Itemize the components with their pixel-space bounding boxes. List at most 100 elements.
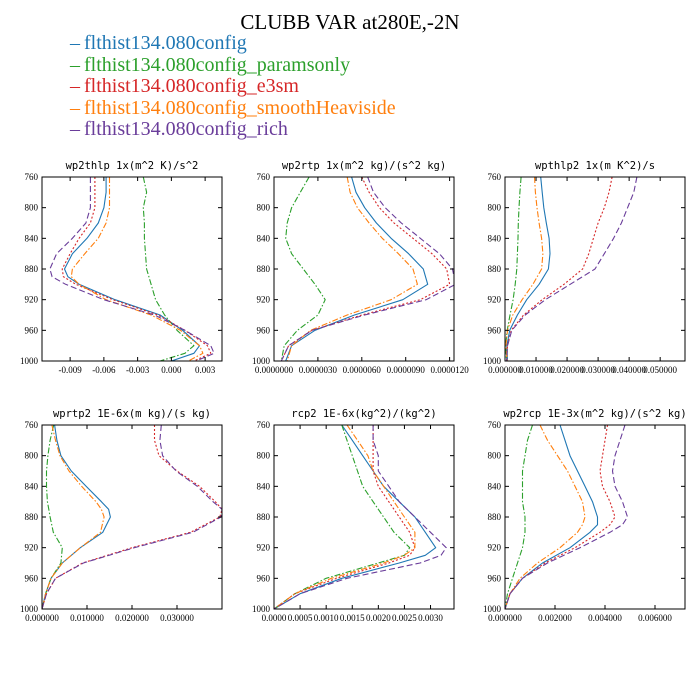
series-line <box>506 177 613 361</box>
y-tick-label: 1000 <box>252 356 271 366</box>
y-tick-label: 800 <box>257 203 271 213</box>
series-line <box>42 425 105 609</box>
legend-label: flthist134.080config <box>84 32 247 54</box>
series-line <box>142 177 195 361</box>
y-tick-label: 760 <box>488 420 502 430</box>
x-tick-label: -0.006 <box>92 365 116 375</box>
series-line <box>285 177 429 361</box>
y-tick-label: 800 <box>25 451 39 461</box>
y-tick-label: 920 <box>257 295 271 305</box>
y-tick-label: 760 <box>257 172 271 182</box>
x-tick-label: 0.0000 <box>262 613 287 623</box>
legend-line-icon: – <box>70 96 80 119</box>
x-tick-label: 0.020000 <box>115 613 149 623</box>
series-line <box>505 425 586 609</box>
x-tick-label: -0.009 <box>59 365 83 375</box>
y-tick-label: 760 <box>488 172 502 182</box>
page-title: CLUBB VAR at280E,-2N <box>240 10 460 34</box>
chart-panel: wpthlp2 1x(m K^2)/s 760 800 840 880 920 960 100… <box>483 160 686 375</box>
y-tick-label: 840 <box>488 233 502 243</box>
legend-item: – flthist134.080config <box>66 32 396 55</box>
x-tick-label: 0.000000 <box>488 613 522 623</box>
series-line <box>274 425 416 609</box>
series-line <box>506 177 551 361</box>
x-tick-label: 0.000000 <box>488 365 522 375</box>
y-tick-label: 1000 <box>20 356 39 366</box>
series-line <box>274 425 411 609</box>
series-line <box>280 177 454 361</box>
y-tick-label: 960 <box>25 325 39 335</box>
y-tick-label: 920 <box>25 543 39 553</box>
panel-title: wpthlp2 1x(m K^2)/s <box>535 160 655 172</box>
y-tick-label: 840 <box>25 481 39 491</box>
x-tick-label: 0.040000 <box>612 365 646 375</box>
x-tick-label: 0.020000 <box>550 365 584 375</box>
y-tick-label: 880 <box>25 512 39 522</box>
y-tick-label: 960 <box>25 573 39 583</box>
x-tick-label: 0.0015 <box>340 613 365 623</box>
legend-line-icon: – <box>70 53 80 76</box>
series-line <box>42 425 111 609</box>
series-line <box>274 425 416 609</box>
chart-panel: wp2rcp 1E-3x(m^2 kg)/(s^2 kg)760 800 840 88… <box>483 408 687 623</box>
plot-frame <box>41 424 223 610</box>
legend-line-icon: – <box>70 32 80 54</box>
series-line <box>505 425 629 609</box>
chart-panel: wp2thlp 1x(m^2 K)/s^2 760 800 840 880 920 960 1… <box>20 160 223 375</box>
legend: – flthist134.080config – flthist134.080con… <box>66 32 396 141</box>
series-line <box>42 425 63 609</box>
series-line <box>49 177 215 361</box>
y-tick-label: 840 <box>257 481 271 491</box>
series-line <box>61 177 212 361</box>
series-line <box>42 425 222 609</box>
x-tick-label: 0.000000 <box>25 613 59 623</box>
x-tick-label: 0.002000 <box>538 613 572 623</box>
x-tick-label: 0.0000030 <box>299 365 338 375</box>
y-tick-label: 880 <box>488 264 502 274</box>
series-line <box>274 425 447 609</box>
x-tick-label: 0.000 <box>161 365 182 375</box>
x-tick-label: 0.030000 <box>160 613 194 623</box>
y-tick-label: 840 <box>488 481 502 491</box>
y-tick-label: 760 <box>25 172 39 182</box>
y-tick-label: 880 <box>25 264 39 274</box>
panel-title: wp2thlp 1x(m^2 K)/s^2 <box>66 160 199 172</box>
chart-panel: wp2rtp 1x(m^2 kg)/(s^2 kg) 760 800 840 880 92… <box>252 160 469 375</box>
y-tick-label: 1000 <box>483 604 502 614</box>
series-line <box>274 425 437 609</box>
legend-item: – flthist134.080config_smoothHeaviside <box>66 96 396 120</box>
series-line <box>286 177 418 361</box>
y-tick-label: 960 <box>488 573 502 583</box>
panel-title: wp2rtp 1x(m^2 kg)/(s^2 kg) <box>282 160 446 172</box>
x-tick-label: 0.0020 <box>366 613 391 623</box>
y-tick-label: 1000 <box>483 356 502 366</box>
legend-label: flthist134.080config_smoothHeaviside <box>84 96 396 119</box>
x-tick-label: 0.0025 <box>392 613 417 623</box>
legend-line-icon: – <box>70 75 80 97</box>
panel-title: wprtp2 1E-6x(m kg)/(s kg) <box>53 408 211 420</box>
y-tick-label: 800 <box>25 203 39 213</box>
series-line <box>505 425 599 609</box>
x-tick-label: 0.0030 <box>418 613 443 623</box>
x-tick-label: 0.030000 <box>581 365 615 375</box>
y-tick-label: 1000 <box>252 604 271 614</box>
x-tick-label: 0.003 <box>195 365 216 375</box>
y-tick-label: 920 <box>488 295 502 305</box>
x-tick-label: 0.050000 <box>643 365 677 375</box>
series-line <box>280 177 326 361</box>
legend-label: flthist134.080config_paramsonly <box>84 53 351 76</box>
x-tick-label: 0.010000 <box>70 613 104 623</box>
series-line <box>63 177 201 361</box>
x-tick-label: -0.003 <box>126 365 150 375</box>
series-line <box>506 177 638 361</box>
y-tick-label: 880 <box>257 264 271 274</box>
legend-label: flthist134.080config_e3sm <box>84 75 299 97</box>
x-tick-label: 0.006000 <box>638 613 672 623</box>
y-tick-label: 800 <box>257 451 271 461</box>
panel-title: wp2rcp 1E-3x(m^2 kg)/(s^2 kg) <box>503 408 686 420</box>
plot-frame <box>41 176 223 362</box>
x-tick-label: 0.004000 <box>588 613 622 623</box>
legend-line-icon: – <box>70 118 80 140</box>
y-tick-label: 920 <box>488 543 502 553</box>
plot-frame <box>273 176 455 362</box>
